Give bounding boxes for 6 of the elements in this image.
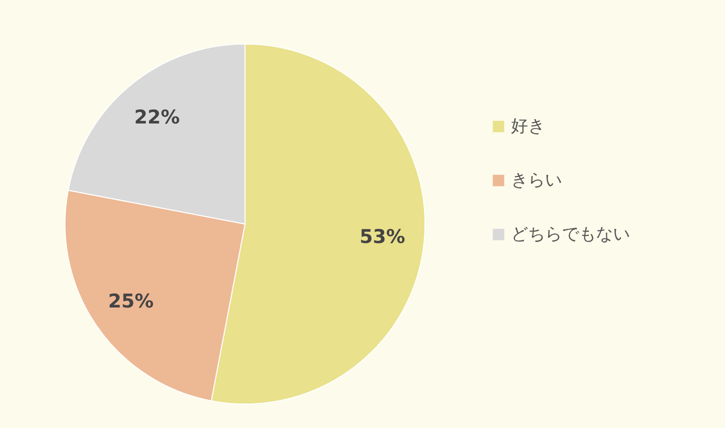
data-label: 25%: [108, 290, 154, 313]
legend-label: きらい: [511, 170, 562, 190]
legend-label: どちらでもない: [511, 224, 630, 244]
data-label: 22%: [134, 106, 180, 129]
legend-label: 好き: [511, 116, 545, 136]
data-label: 53%: [360, 226, 406, 248]
